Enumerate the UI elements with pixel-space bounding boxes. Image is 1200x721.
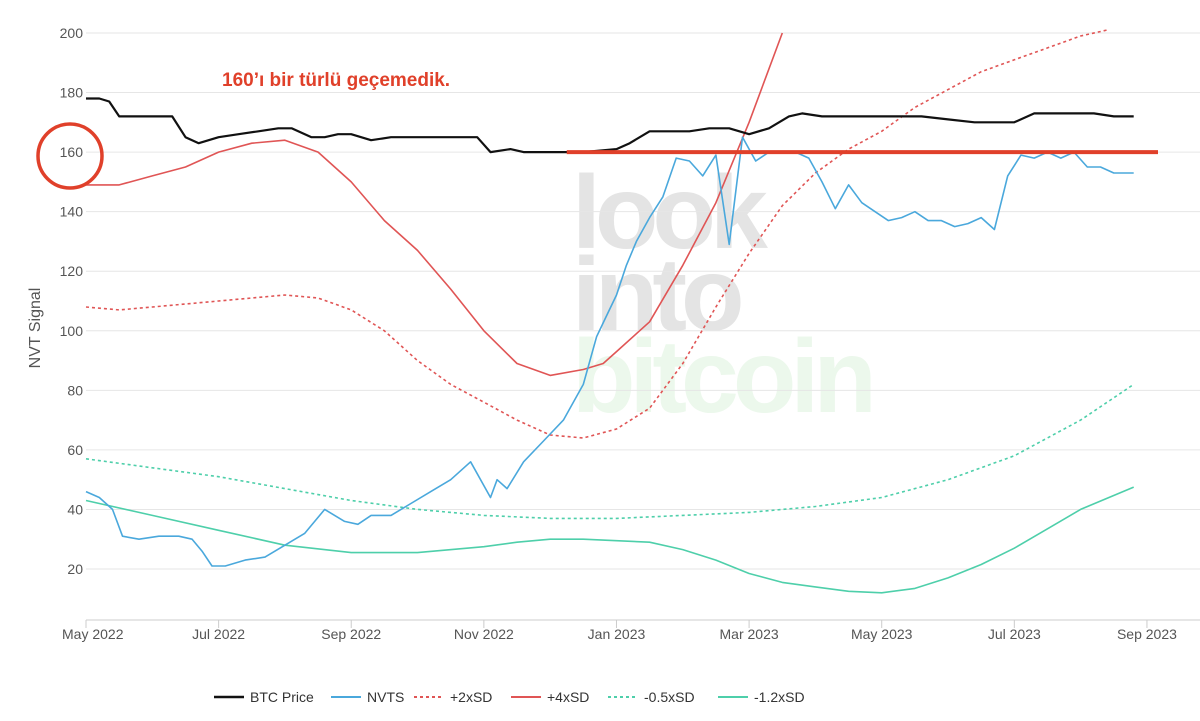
y-tick-label: 160 xyxy=(60,144,84,160)
y-tick-label: 100 xyxy=(60,323,84,339)
series-line--0-5xsd xyxy=(85,383,1135,520)
x-axis-ticks: May 2022 Jul 2022 Sep 2022 Nov 2022 Jan 2023… xyxy=(62,620,1177,642)
series-line-btc-price xyxy=(86,97,1134,154)
watermark-line-3: bitcoin xyxy=(572,319,871,435)
x-tick-label: Sep 2022 xyxy=(321,626,381,642)
x-tick-label: Sep 2023 xyxy=(1117,626,1177,642)
series-line-nvts xyxy=(85,136,1134,567)
x-tick-label: May 2023 xyxy=(851,626,913,642)
y-axis-ticks: 20 40 60 80 100 120 140 160 180 200 xyxy=(60,25,84,577)
legend-item--0-5xsd[interactable]: -0.5xSD xyxy=(644,689,695,705)
y-tick-label: 40 xyxy=(67,501,83,517)
series-line--1-2xsd xyxy=(85,486,1135,594)
x-tick-label: Jul 2022 xyxy=(192,626,245,642)
legend-item--1-2xsd[interactable]: -1.2xSD xyxy=(754,689,805,705)
series-line--2xsd xyxy=(85,29,1108,439)
series-line--4xsd xyxy=(86,32,784,377)
y-tick-label: 200 xyxy=(60,25,84,41)
x-tick-label: Nov 2022 xyxy=(454,626,514,642)
x-tick-label: May 2022 xyxy=(62,626,124,642)
y-tick-label: 120 xyxy=(60,263,84,279)
y-axis-label: NVT Signal xyxy=(27,288,44,369)
legend-item-nvts[interactable]: NVTS xyxy=(367,689,404,705)
x-tick-label: Mar 2023 xyxy=(720,626,779,642)
legend-item--2xsd[interactable]: +2xSD xyxy=(450,689,492,705)
annotation: 160’ı bir türlü geçemedik. xyxy=(36,70,1158,190)
x-tick-label: Jul 2023 xyxy=(988,626,1041,642)
watermark-line-1: look xyxy=(572,155,768,271)
legend-item-btc-price[interactable]: BTC Price xyxy=(250,689,314,705)
legend: BTC Price NVTS +2xSD +4xSD -0.5xSD -1.2xSD xyxy=(214,689,805,705)
legend-item--4xsd[interactable]: +4xSD xyxy=(547,689,589,705)
y-tick-label: 60 xyxy=(67,442,83,458)
watermark-line-2: into xyxy=(572,237,741,353)
y-tick-label: 140 xyxy=(60,204,84,220)
y-tick-label: 20 xyxy=(67,561,83,577)
highlight-circle-160 xyxy=(36,122,104,190)
x-tick-label: Jan 2023 xyxy=(588,626,646,642)
annotation-text: 160’ı bir türlü geçemedik. xyxy=(222,70,450,91)
watermark: look into bitcoin xyxy=(572,155,877,435)
y-tick-label: 180 xyxy=(60,85,84,101)
y-tick-label: 80 xyxy=(67,382,83,398)
